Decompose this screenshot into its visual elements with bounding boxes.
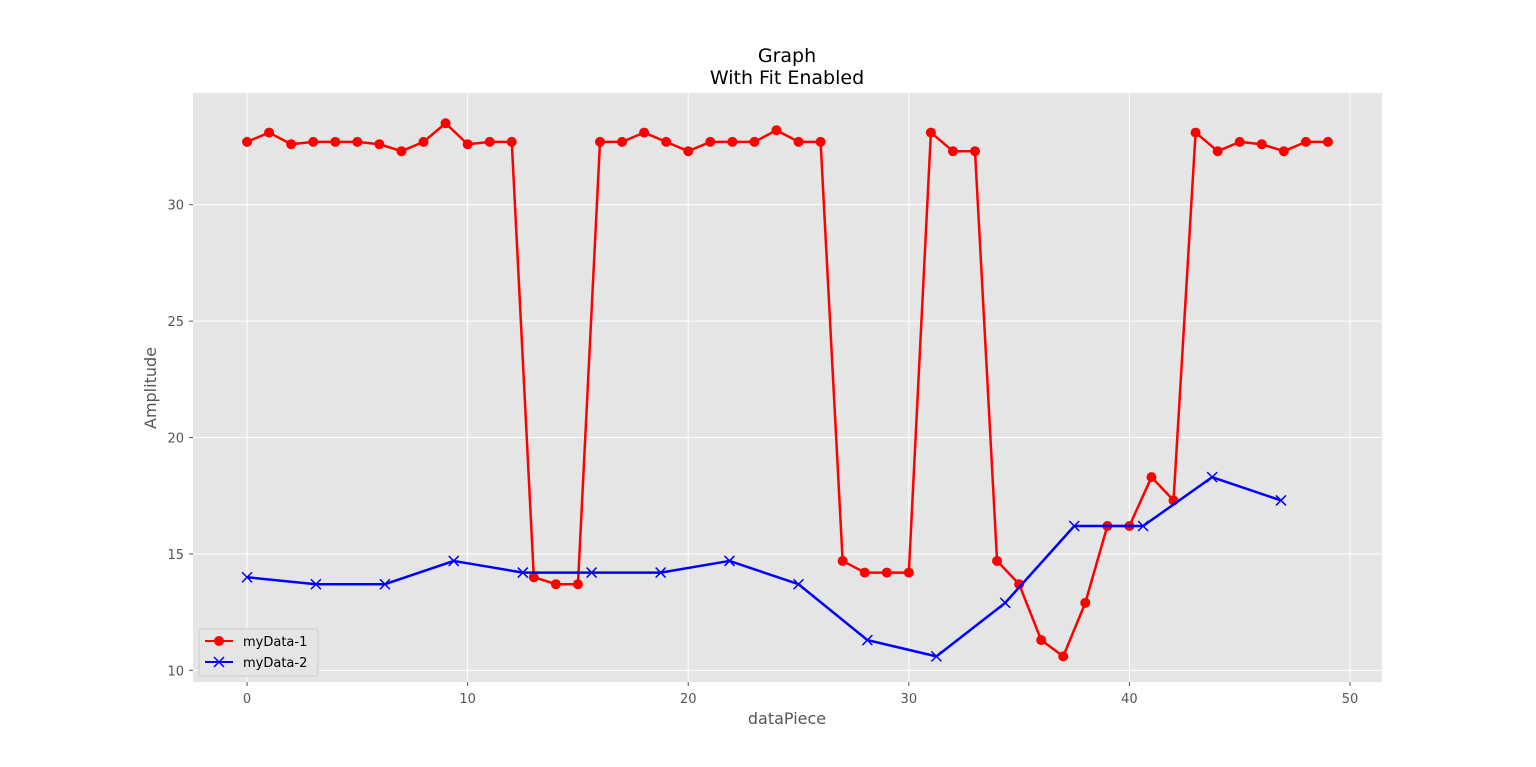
y-tick-label: 30 bbox=[167, 199, 184, 214]
legend-marker-mydata-2 bbox=[213, 656, 225, 668]
data-point bbox=[1212, 146, 1223, 157]
data-point bbox=[572, 579, 583, 590]
data-point bbox=[970, 146, 981, 157]
data-point bbox=[418, 136, 429, 147]
data-point bbox=[379, 578, 391, 590]
chart-subtitle: With Fit Enabled bbox=[710, 67, 864, 89]
data-point bbox=[815, 136, 826, 147]
series-line-mydata-2 bbox=[246, 475, 1282, 658]
data-point bbox=[374, 139, 385, 150]
data-point bbox=[352, 136, 363, 147]
data-point bbox=[1080, 597, 1091, 608]
data-point bbox=[1206, 471, 1218, 483]
data-point bbox=[1234, 136, 1245, 147]
x-tick-label: 0 bbox=[243, 692, 251, 707]
data-point bbox=[448, 555, 460, 567]
legend-label-mydata-2: myData-2 bbox=[243, 656, 307, 671]
data-point bbox=[241, 571, 253, 583]
data-point bbox=[440, 118, 451, 129]
data-point bbox=[308, 136, 319, 147]
data-point bbox=[793, 136, 804, 147]
data-point bbox=[1190, 127, 1201, 138]
y-tick-label: 20 bbox=[167, 432, 184, 447]
data-point bbox=[837, 555, 848, 566]
data-point bbox=[903, 567, 914, 578]
data-point bbox=[550, 579, 561, 590]
plot-area bbox=[193, 93, 1382, 682]
x-tick-label: 30 bbox=[901, 692, 918, 707]
data-point bbox=[792, 578, 805, 590]
data-point bbox=[1275, 494, 1287, 506]
axis-ticks: 0 10 20 30 40 50 10 15 20 25 30 bbox=[167, 199, 1358, 707]
x-tick-label: 50 bbox=[1342, 692, 1359, 707]
data-point bbox=[771, 125, 782, 136]
y-axis-label: Amplitude bbox=[141, 347, 160, 429]
data-point bbox=[1068, 520, 1080, 532]
x-tick-label: 40 bbox=[1121, 692, 1138, 707]
data-point bbox=[683, 146, 694, 157]
data-point bbox=[1322, 136, 1333, 147]
data-point bbox=[861, 634, 873, 646]
data-point bbox=[1278, 146, 1289, 157]
series-layer bbox=[241, 118, 1333, 662]
data-point bbox=[506, 136, 517, 147]
y-tick-label: 10 bbox=[167, 664, 184, 679]
data-point bbox=[992, 555, 1003, 566]
data-point bbox=[639, 127, 650, 138]
series-mydata-2 bbox=[241, 471, 1287, 662]
data-point bbox=[330, 136, 341, 147]
legend: myData-1 myData-2 bbox=[198, 628, 319, 677]
data-point bbox=[727, 136, 738, 147]
y-tick-label: 25 bbox=[167, 315, 184, 330]
y-tick-label: 15 bbox=[167, 548, 184, 563]
data-point bbox=[749, 136, 760, 147]
chart-title: Graph bbox=[758, 45, 816, 67]
data-point bbox=[594, 136, 605, 147]
data-point bbox=[462, 139, 473, 150]
data-point bbox=[655, 567, 667, 579]
series-mydata-1 bbox=[242, 118, 1333, 662]
data-point bbox=[286, 139, 297, 150]
x-tick-label: 10 bbox=[459, 692, 476, 707]
data-point bbox=[242, 136, 253, 147]
data-point bbox=[264, 127, 275, 138]
data-point bbox=[528, 572, 539, 583]
legend-marker-mydata-1 bbox=[214, 636, 224, 646]
legend-label-mydata-1: myData-1 bbox=[243, 635, 307, 650]
x-axis-label: dataPiece bbox=[748, 709, 826, 728]
x-tick-label: 20 bbox=[680, 692, 697, 707]
data-point bbox=[1300, 136, 1311, 147]
data-point bbox=[1036, 635, 1047, 646]
data-point bbox=[947, 146, 958, 157]
data-point bbox=[661, 136, 672, 147]
data-point bbox=[310, 578, 322, 590]
data-point bbox=[396, 146, 407, 157]
data-point bbox=[1058, 651, 1069, 662]
data-point bbox=[930, 650, 942, 662]
data-point bbox=[1256, 139, 1267, 150]
data-point bbox=[925, 127, 936, 138]
data-point bbox=[517, 567, 529, 579]
data-point bbox=[705, 136, 716, 147]
data-point bbox=[1014, 579, 1025, 590]
data-point bbox=[617, 136, 628, 147]
data-point bbox=[1137, 520, 1149, 532]
data-point bbox=[723, 555, 736, 567]
data-point bbox=[881, 567, 892, 578]
data-point bbox=[859, 567, 870, 578]
data-point bbox=[999, 597, 1011, 609]
data-point bbox=[1146, 472, 1157, 483]
data-point bbox=[484, 136, 495, 147]
data-point bbox=[586, 567, 598, 579]
